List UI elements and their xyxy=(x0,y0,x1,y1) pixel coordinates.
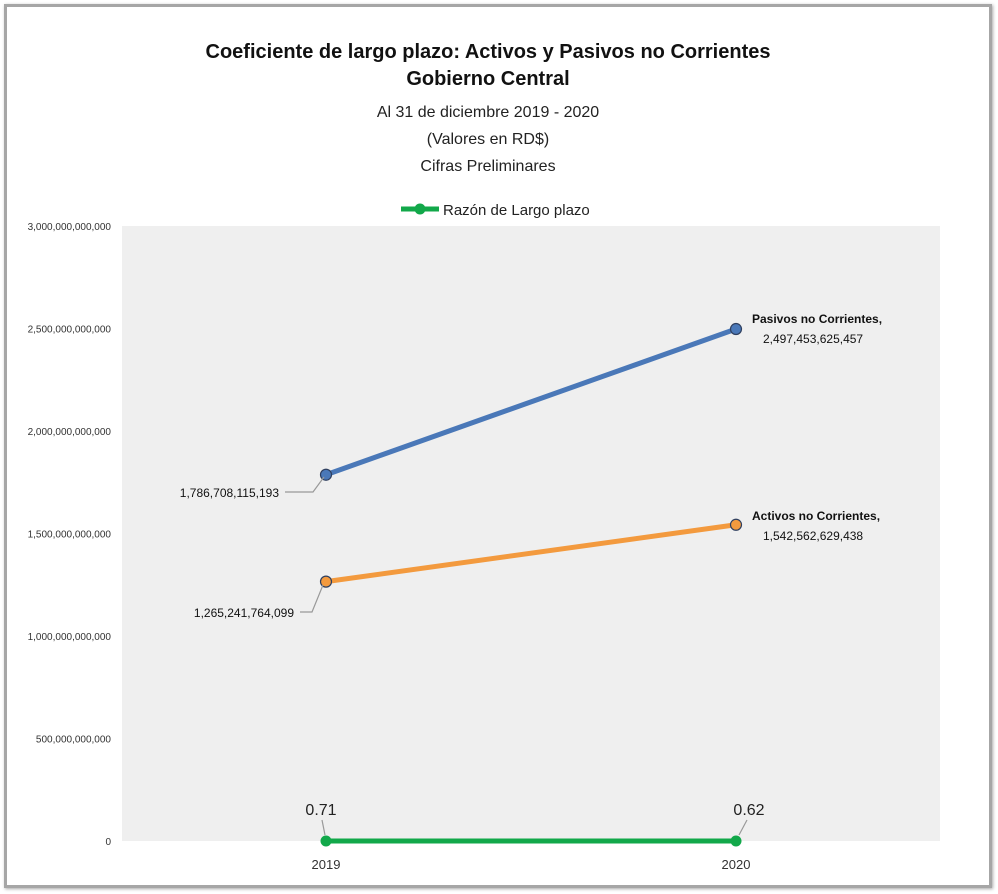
leader-line xyxy=(738,819,748,836)
x-axis: 2019 2020 xyxy=(312,857,751,872)
y-tick-label: 1,000,000,000,000 xyxy=(28,632,112,643)
data-labels: 1,786,708,115,193 1,265,241,764,099 Pasivo… xyxy=(180,312,882,836)
y-tick-label: 500,000,000,000 xyxy=(36,735,112,746)
chart-title: Coeficiente de largo plazo: Activos y Pa… xyxy=(206,41,771,63)
y-tick-label: 0 xyxy=(105,837,111,848)
data-point-activos-no-corrientes xyxy=(729,518,743,531)
leader-line xyxy=(285,476,325,493)
data-label-activos-2020-name: Activos no Corrientes, xyxy=(752,509,880,523)
x-tick-label: 2019 xyxy=(312,857,341,872)
series-layer xyxy=(319,322,743,847)
y-tick-label: 2,500,000,000,000 xyxy=(28,325,112,336)
data-label-ratio-2020: 0.62 xyxy=(733,802,764,819)
leader-line xyxy=(300,584,324,613)
legend-label: Razón de Largo plazo xyxy=(443,202,590,219)
x-tick-label: 2020 xyxy=(722,857,751,872)
chart-subtitle-units: (Valores en RD$) xyxy=(427,131,549,148)
data-label-ratio-2019: 0.71 xyxy=(305,802,336,819)
y-tick-label: 3,000,000,000,000 xyxy=(28,222,112,233)
series-line-pasivos-no-corrientes xyxy=(323,326,739,478)
series-line-activos-no-corrientes xyxy=(323,522,739,585)
data-point-razon-de-largo-plazo xyxy=(730,835,742,847)
data-label-pasivos-2020-name: Pasivos no Corrientes, xyxy=(752,312,882,326)
y-tick-label: 2,000,000,000,000 xyxy=(28,427,112,438)
y-tick-label: 1,500,000,000,000 xyxy=(28,530,112,541)
chart-frame: Coeficiente de largo plazo: Activos y Pa… xyxy=(4,4,992,888)
data-label-pasivos-2019: 1,786,708,115,193 xyxy=(180,486,280,500)
chart-svg: Coeficiente de largo plazo: Activos y Pa… xyxy=(28,41,940,872)
y-axis: 0 500,000,000,000 1,000,000,000,000 1,500,0… xyxy=(28,222,112,848)
data-point-razon-de-largo-plazo xyxy=(320,835,332,847)
data-label-activos-2019: 1,265,241,764,099 xyxy=(194,606,294,620)
data-label-activos-2020-value: 1,542,562,629,438 xyxy=(763,529,863,543)
chart-subtitle-date: Al 31 de diciembre 2019 - 2020 xyxy=(377,104,599,121)
chart-title-line2: Gobierno Central xyxy=(406,68,569,90)
data-point-activos-no-corrientes xyxy=(319,575,333,588)
data-point-pasivos-no-corrientes xyxy=(729,322,743,336)
legend-marker xyxy=(414,203,426,215)
chart-legend: Razón de Largo plazo xyxy=(401,202,590,219)
data-label-pasivos-2020-value: 2,497,453,625,457 xyxy=(763,332,863,346)
leader-line xyxy=(321,819,326,836)
chart-subtitle-note: Cifras Preliminares xyxy=(420,158,555,175)
plot-area xyxy=(122,226,940,841)
